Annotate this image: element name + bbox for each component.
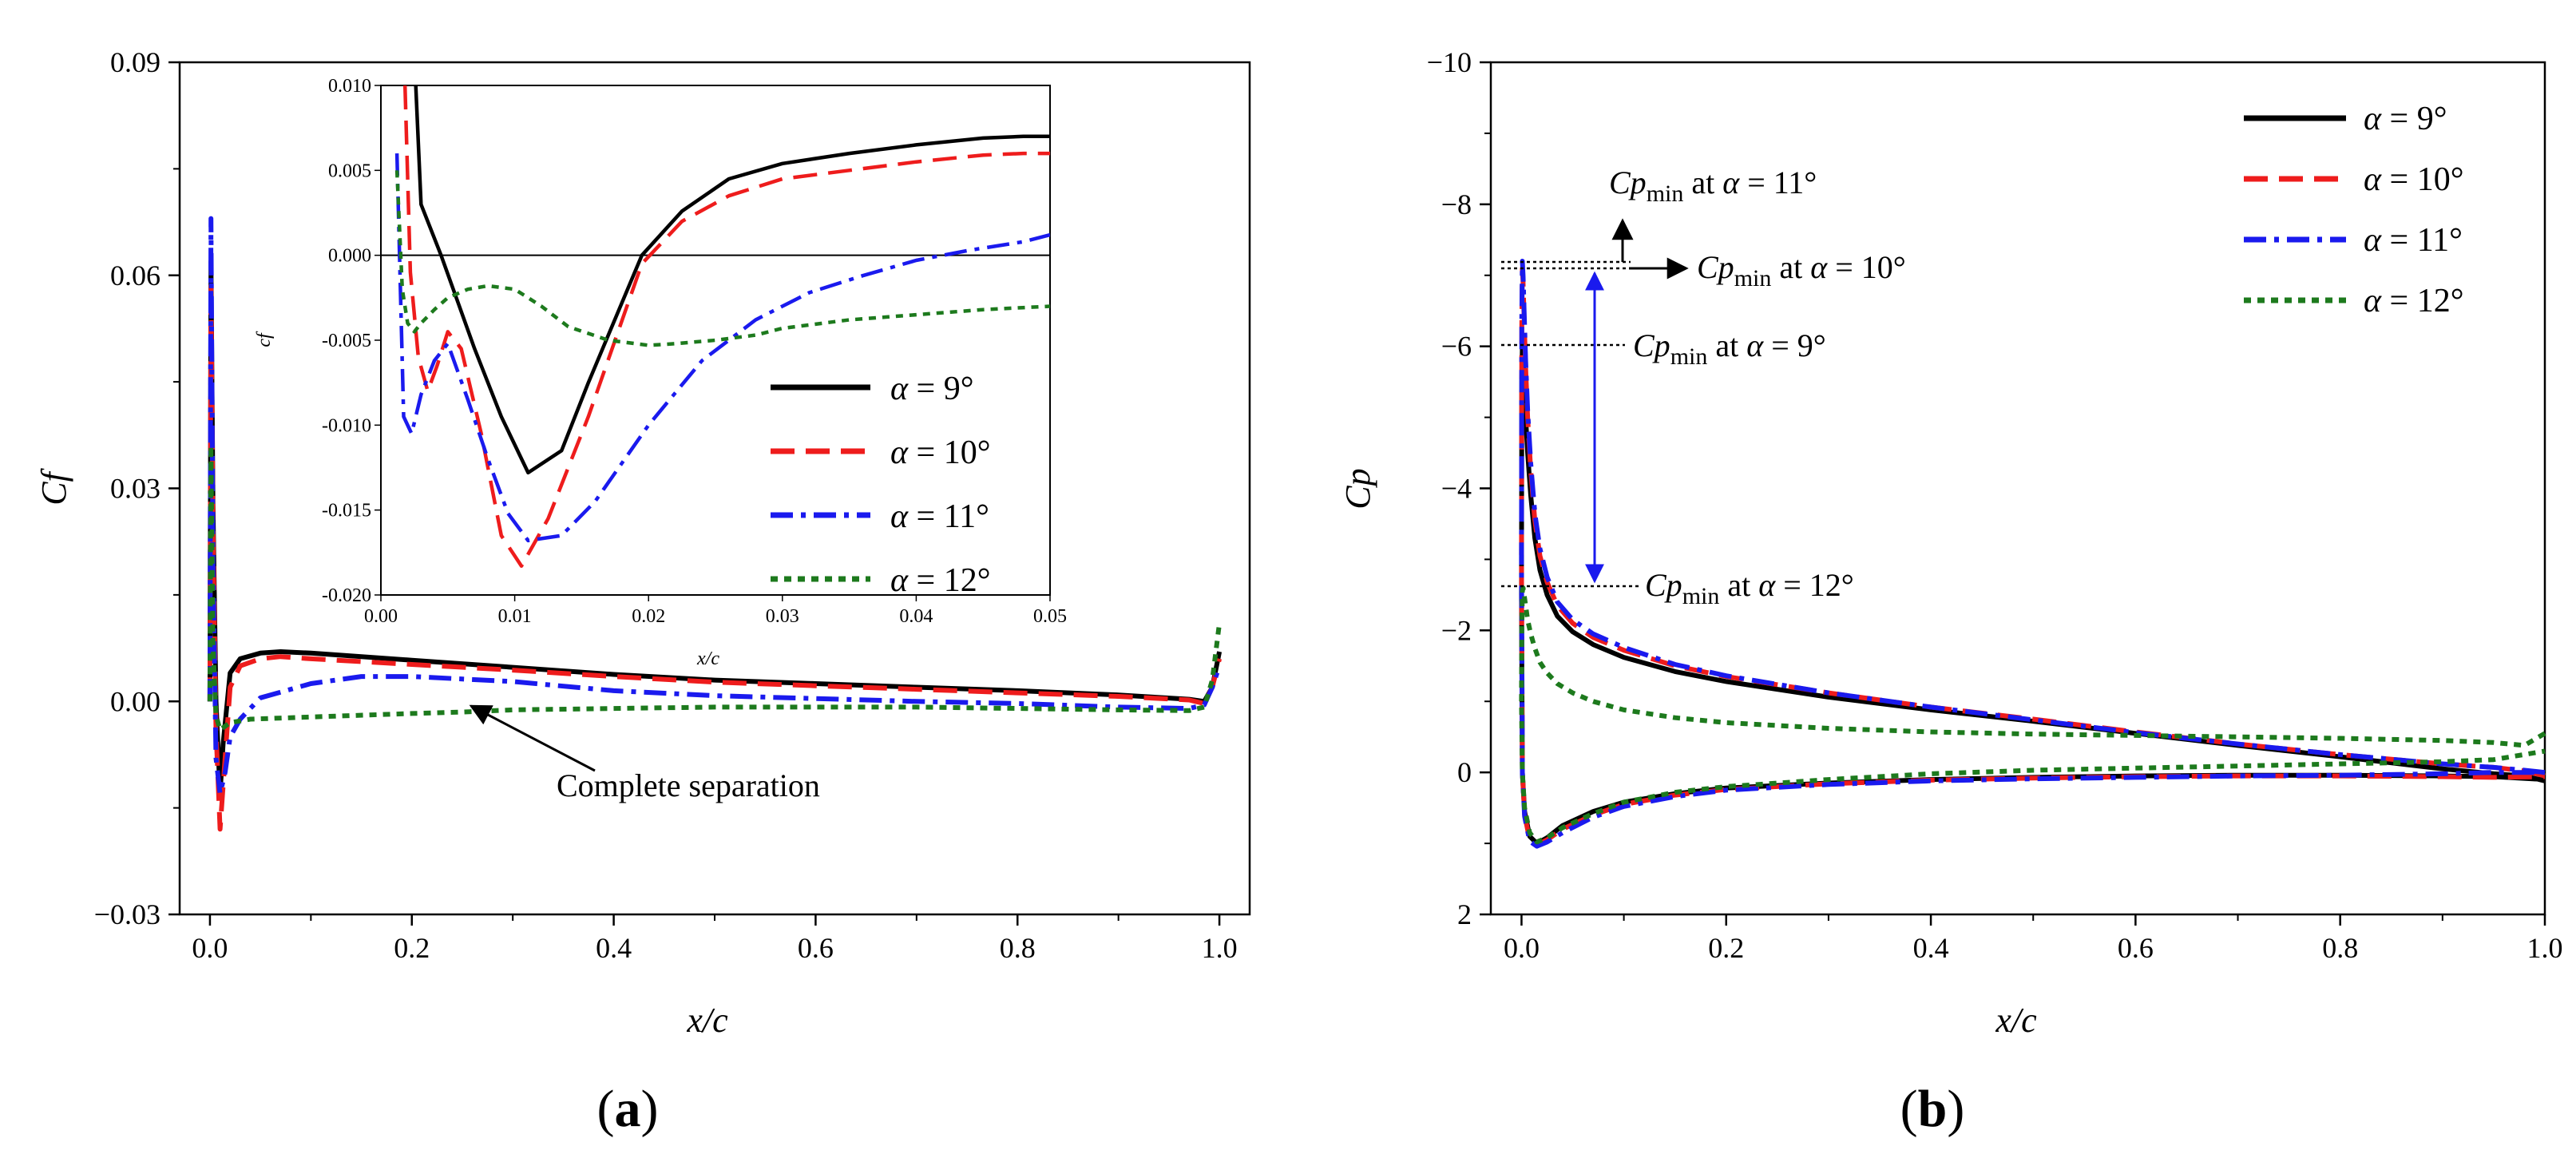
legend-a-label-10: α = 10° xyxy=(890,434,991,471)
cpmin-11-label: Cpmin at α = 11° xyxy=(1609,165,1817,207)
inset-y-tick-label: -0.010 xyxy=(322,415,371,436)
legend-b-item: α = 10° xyxy=(2244,161,2464,198)
legend-a-label-12: α = 12° xyxy=(890,562,991,599)
inset-series-line-a12 xyxy=(394,170,1050,347)
legend-b-label-11: α = 11° xyxy=(2364,222,2463,259)
legend-a-item: α = 10° xyxy=(771,434,991,471)
cpmin-12-label: Cpmin at α = 12° xyxy=(1645,567,1854,609)
panel-b-y-tick-label: −10 xyxy=(1427,46,1472,78)
panel-b-x-tick-label: 1.0 xyxy=(2527,932,2563,964)
inset-x-tick-label: 0.03 xyxy=(766,606,799,627)
inset-series-line-a10 xyxy=(402,85,1050,569)
panel-a-y-tick-label: 0.00 xyxy=(110,685,161,717)
panel-b-series-line-a12 xyxy=(1519,585,2546,845)
panel-a-x-tick-label: 1.0 xyxy=(1202,932,1238,964)
panel-a-x-axis-label: x/c xyxy=(686,1001,728,1040)
legend-b-item: α = 9° xyxy=(2244,101,2447,137)
panel-b-y-tick-label: 2 xyxy=(1457,898,1472,930)
inset-ticks: 0.00 0.01 0.02 0.03 0.04 0.05 -0.020 -0.015 -0.0… xyxy=(322,76,1067,627)
inset-y-tick-label: 0.000 xyxy=(328,246,371,267)
panel-b-x-tick-label: 0.0 xyxy=(1504,932,1540,964)
inset-series xyxy=(394,85,1050,569)
panel-a-series xyxy=(207,216,1223,832)
panel-b-x-tick-label: 0.6 xyxy=(2118,932,2154,964)
panel-b-x-tick-label: 0.2 xyxy=(1708,932,1744,964)
panel-a-label: (a) xyxy=(597,1080,659,1138)
inset-y-tick-label: -0.015 xyxy=(322,501,371,521)
panel-b-y-tick-label: −6 xyxy=(1441,331,1472,363)
inset-series-clip xyxy=(394,85,1050,569)
legend-b-label-9: α = 9° xyxy=(2364,101,2447,137)
panel-b-y-tick-label: −4 xyxy=(1441,473,1472,505)
panel-b-y-tick-label: −2 xyxy=(1441,614,1472,646)
legend-a-item: α = 9° xyxy=(771,371,974,407)
inset-x-tick-label: 0.01 xyxy=(498,606,532,627)
panel-b-x-axis-label: x/c xyxy=(1995,1001,2037,1040)
cpmin-9-label: Cpmin at α = 9° xyxy=(1633,327,1826,370)
panel-a-y-tick-label: 0.09 xyxy=(110,46,161,78)
cpmin-10-label: Cpmin at α = 10° xyxy=(1697,249,1906,291)
inset-x-tick-label: 0.00 xyxy=(364,606,398,627)
panel-b-series-line-a11 xyxy=(1519,259,2546,849)
separation-annotation: Complete separation xyxy=(557,767,820,803)
legend-b-item: α = 11° xyxy=(2244,222,2463,259)
panel-a-series-line-a12 xyxy=(207,443,1223,732)
panel-b-series xyxy=(1519,259,2546,849)
panel-a-y-axis-label: Cf xyxy=(34,467,73,505)
inset-y-axis-label: cf xyxy=(254,331,275,347)
panel-a-y-tick-label: 0.03 xyxy=(110,473,161,505)
inset-x-tick-label: 0.04 xyxy=(899,606,933,627)
panel-b: 0.0 0.2 0.4 0.6 0.8 1.0 −10 −8 −6 −4 −2 0 2 Cpmin at… xyxy=(1338,46,2563,1138)
panel-b-y-tick-label: −8 xyxy=(1441,188,1472,220)
inset-x-tick-label: 0.05 xyxy=(1033,606,1067,627)
legend-b-label-10: α = 10° xyxy=(2364,161,2464,198)
separation-arrow xyxy=(469,704,596,772)
inset-y-tick-label: -0.005 xyxy=(322,331,371,351)
legend-b-item: α = 12° xyxy=(2244,283,2464,319)
panel-b-ticks: 0.0 0.2 0.4 0.6 0.8 1.0 −10 −8 −6 −4 −2 0 2 xyxy=(1427,46,2563,964)
inset-series-line-a11 xyxy=(394,153,1050,543)
inset-y-tick-label: 0.005 xyxy=(328,161,371,181)
panel-b-x-tick-label: 0.8 xyxy=(2322,932,2358,964)
inset-series-line-a9 xyxy=(414,85,1050,475)
inset-plot: 0.00 0.01 0.02 0.03 0.04 0.05 -0.020 -0.015 -0.0… xyxy=(254,76,1067,669)
legend-a-item: α = 11° xyxy=(771,498,989,535)
panel-b-x-tick-label: 0.4 xyxy=(1913,932,1949,964)
panel-a-y-tick-label: 0.06 xyxy=(110,260,161,291)
inset-y-tick-label: 0.010 xyxy=(328,76,371,97)
panel-a-ticks: 0.0 0.2 0.4 0.6 0.8 1.0 −0.03 0.00 0.03 0.06 0.09 xyxy=(94,46,1238,964)
legend-b: α = 9° α = 10° α = 11° α = 12° xyxy=(2244,101,2464,319)
panel-a-x-tick-label: 0.6 xyxy=(798,932,834,964)
cpmin-annotations: Cpmin at α = 11° Cpmin at α = 10° Cpmin … xyxy=(1501,165,1906,609)
legend-a-item: α = 12° xyxy=(771,562,991,599)
legend-a: α = 9° α = 10° α = 11° α = 12° xyxy=(771,371,991,599)
panel-a-x-tick-label: 0.8 xyxy=(1000,932,1036,964)
legend-b-label-12: α = 12° xyxy=(2364,283,2464,319)
panel-a-series-line-a11 xyxy=(207,216,1222,796)
legend-a-label-9: α = 9° xyxy=(890,371,974,407)
legend-a-label-11: α = 11° xyxy=(890,498,989,535)
inset-y-tick-label: -0.020 xyxy=(322,585,371,606)
panel-a: 0.0 0.2 0.4 0.6 0.8 1.0−0.030.000.030.060.09 … xyxy=(34,46,1251,1138)
panel-b-y-axis-label: Cp xyxy=(1338,468,1377,509)
inset-x-axis-label: x/c xyxy=(696,648,719,669)
panel-a-y-tick-label: −0.03 xyxy=(94,898,161,930)
panel-b-y-tick-label: 0 xyxy=(1457,756,1472,788)
panel-a-x-tick-label: 0.0 xyxy=(192,932,228,964)
inset-x-tick-label: 0.02 xyxy=(632,606,665,627)
inset-frame xyxy=(380,85,1051,596)
panel-a-x-tick-label: 0.4 xyxy=(596,932,632,964)
panel-b-label: (b) xyxy=(1900,1080,1965,1138)
panel-a-x-tick-label: 0.2 xyxy=(394,932,430,964)
panel-a-series-line-a10 xyxy=(207,280,1223,832)
